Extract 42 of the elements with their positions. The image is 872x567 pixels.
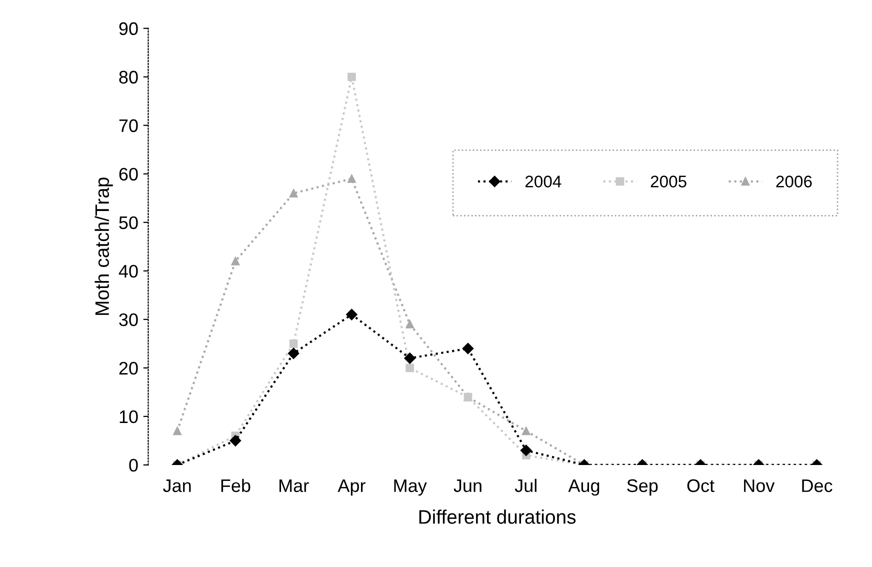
point (346, 308, 358, 320)
point (406, 364, 414, 372)
point (462, 342, 474, 354)
y-tick-label: 0 (129, 458, 138, 472)
y-tick-label: 80 (119, 70, 138, 84)
y-tick-label: 90 (119, 22, 138, 36)
y-tick-label: 30 (119, 313, 138, 326)
x-tick-label: Jul (514, 478, 536, 492)
x-tick-label: Nov (744, 479, 775, 492)
y-tick-label: 20 (119, 362, 138, 375)
x-tick-label: May (394, 479, 427, 496)
x-tick-label: Aug (568, 479, 600, 496)
point (231, 257, 240, 266)
x-tick-label: Feb (221, 478, 250, 492)
point (230, 435, 242, 446)
x-tick-label: Mar (280, 479, 309, 492)
x-tick-label: Apr (338, 479, 366, 496)
x-tick-label: Sep (627, 479, 658, 496)
y-tick-label: 70 (119, 119, 138, 132)
point (348, 174, 356, 183)
x-tick-label: Oct (687, 479, 714, 492)
point (288, 348, 300, 359)
y-tick-label: 50 (119, 216, 138, 230)
point (404, 352, 416, 364)
legend-label: 2006 (776, 176, 812, 188)
point (289, 189, 298, 198)
point (348, 72, 356, 82)
point (289, 340, 298, 348)
point (406, 320, 414, 328)
point (522, 426, 530, 436)
x-tick-label: Dec (802, 479, 832, 492)
legend-label: 2005 (650, 176, 686, 188)
y-axis-title: Moth catch/Trap (94, 178, 113, 315)
y-tick-label: 10 (120, 410, 138, 424)
x-tick-label: Jun (454, 479, 482, 492)
legend-label: 2004 (525, 176, 562, 188)
point (173, 426, 182, 436)
point (520, 444, 532, 456)
x-axis-title: Different durations (419, 510, 576, 524)
x-tick-label: Jan (163, 479, 191, 492)
y-tick-label: 40 (118, 264, 138, 278)
y-tick-label: 60 (119, 168, 138, 181)
